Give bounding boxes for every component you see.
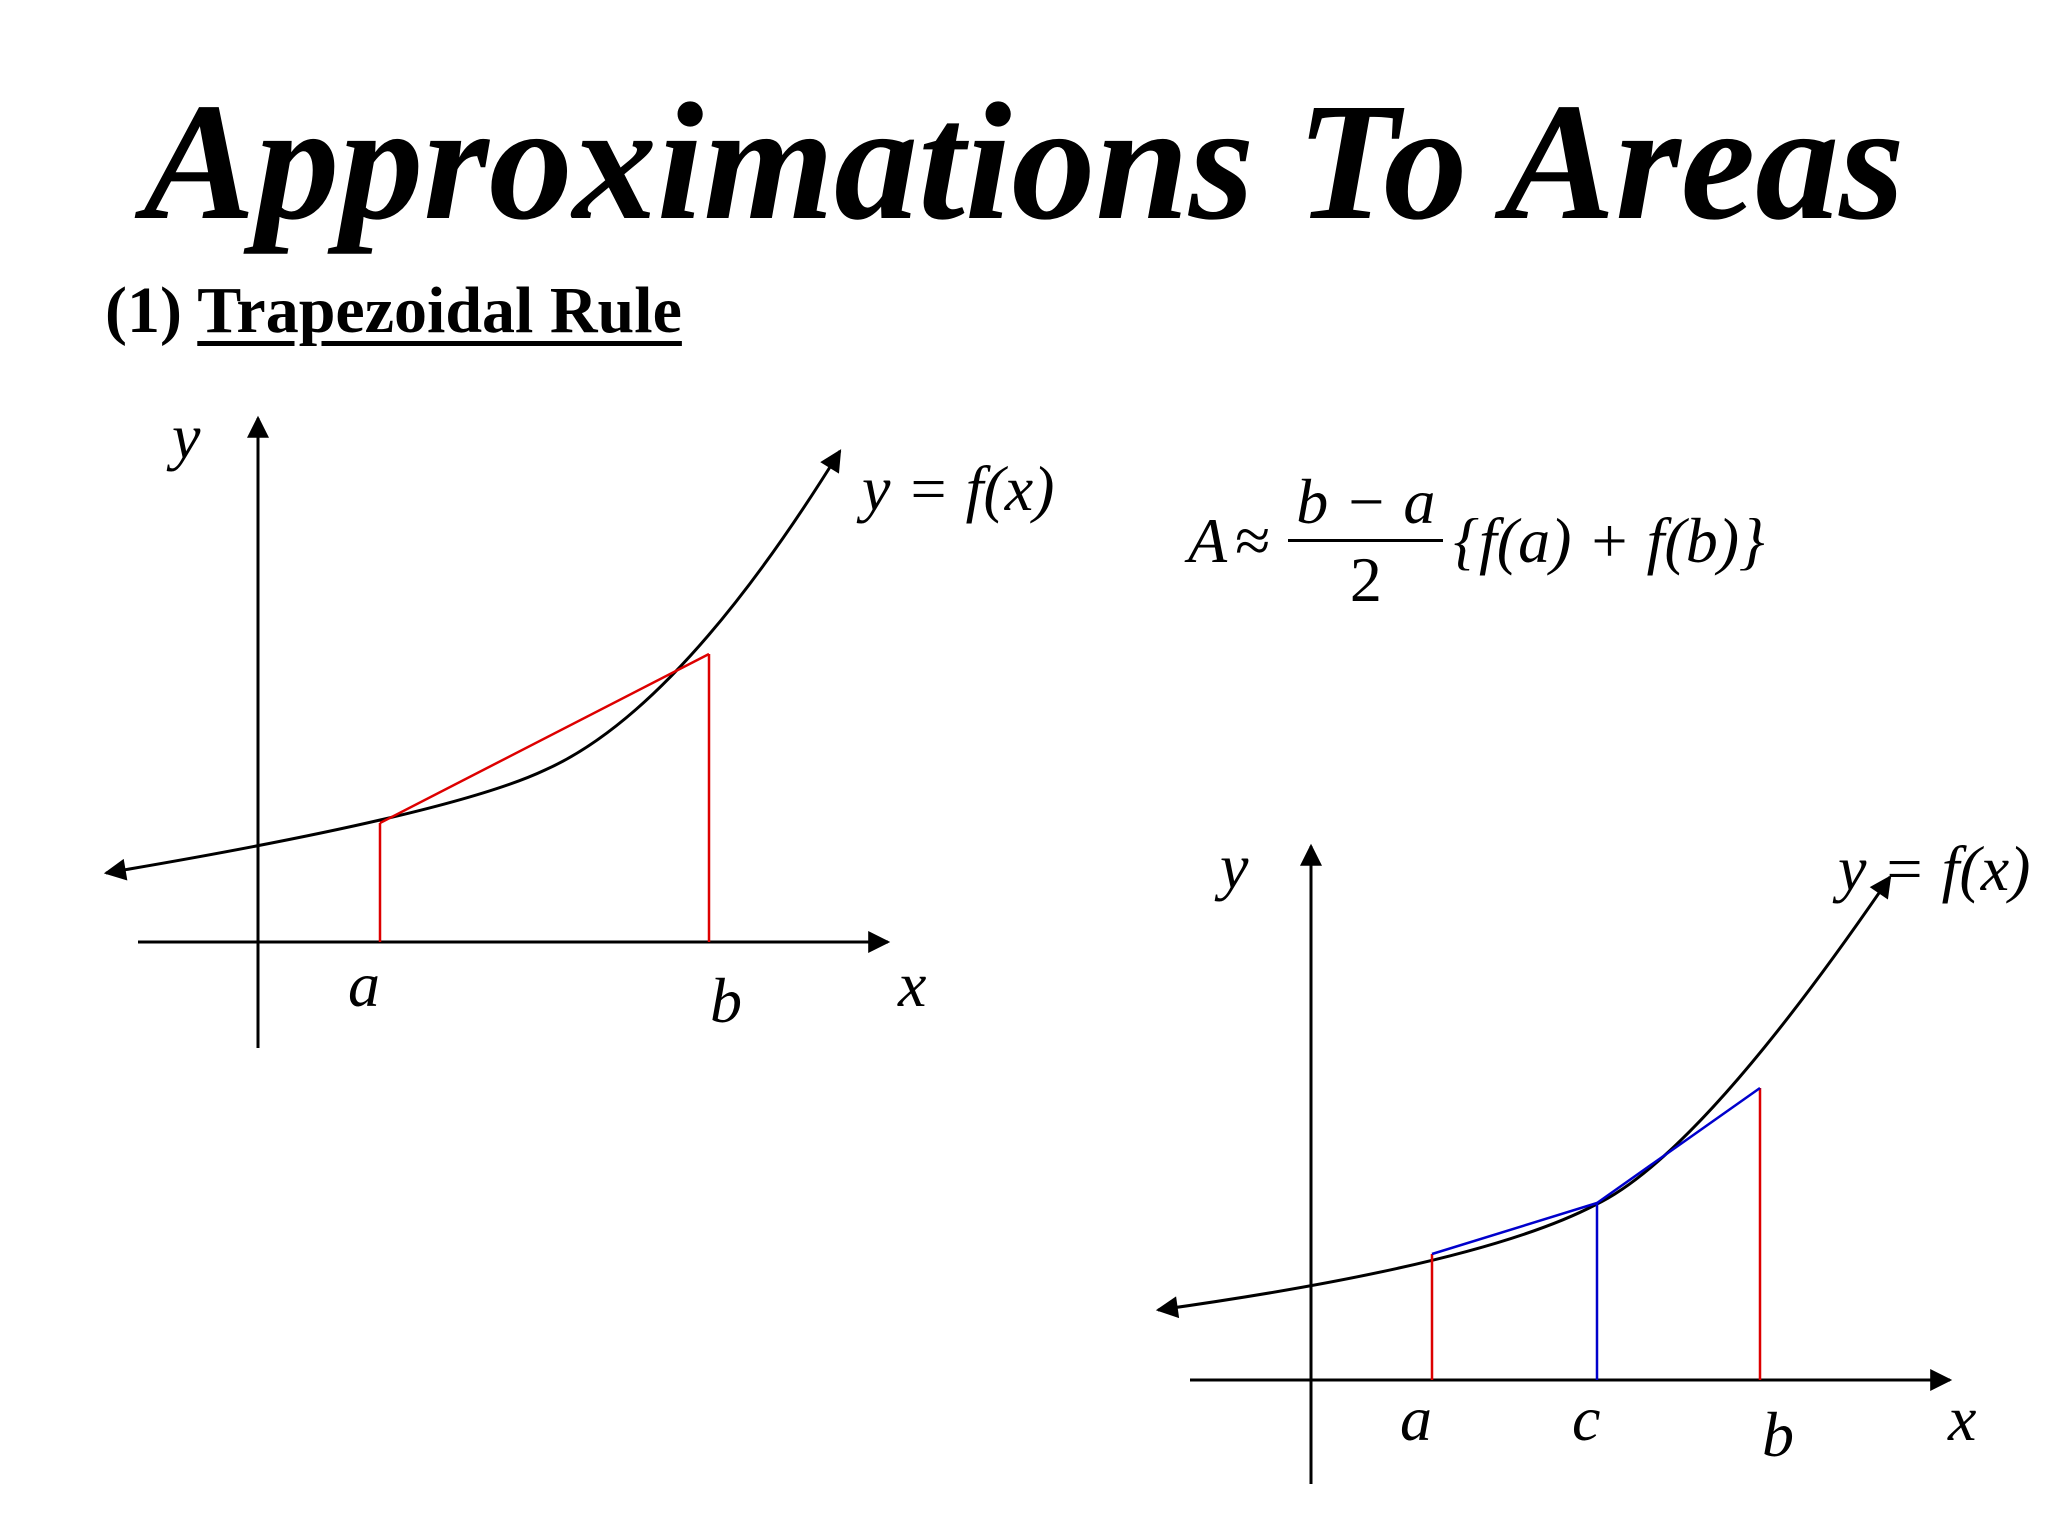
x-axis-label: x [897, 949, 926, 1020]
point-b-label: b [1762, 1399, 1794, 1470]
formula-numerator: b − a [1288, 468, 1444, 543]
section-number: (1) [105, 274, 182, 347]
diagram-two-trapezoids: y x y = f(x) a c b [1155, 831, 2030, 1484]
section-heading: (1) Trapezoidal Rule [105, 278, 682, 344]
formula-area-symbol: A [1188, 504, 1228, 576]
curve-label: y = f(x) [856, 453, 1054, 524]
formula-fraction: b − a 2 [1288, 468, 1444, 616]
y-axis-label: y [166, 401, 201, 472]
point-a-label: a [1400, 1383, 1432, 1454]
formula-rhs: {f(a) + f(b)} [1453, 504, 1765, 576]
curve [1155, 875, 1892, 1319]
curve [103, 449, 842, 881]
trapezoidal-formula: A ≈ b − a 2 {f(a) + f(b)} [1188, 468, 1765, 616]
point-a-label: a [348, 949, 380, 1020]
trapezoid-top [379, 652, 710, 825]
x-axis-label: x [1947, 1383, 1976, 1454]
formula-denominator: 2 [1349, 544, 1382, 616]
page-title: Approximations To Areas [143, 69, 1905, 255]
trapezoid-top-left [1431, 1201, 1598, 1256]
trapezoid-top-right [1596, 1086, 1761, 1205]
point-c-label: c [1572, 1383, 1600, 1454]
diagram-single-trapezoid: y x y = f(x) a b [103, 401, 1054, 1048]
section-name: Trapezoidal Rule [197, 274, 682, 347]
formula-approx-sign: ≈ [1235, 504, 1271, 576]
curve-label: y = f(x) [1832, 833, 2030, 904]
y-axis-label: y [1214, 831, 1249, 902]
point-b-label: b [710, 965, 742, 1036]
